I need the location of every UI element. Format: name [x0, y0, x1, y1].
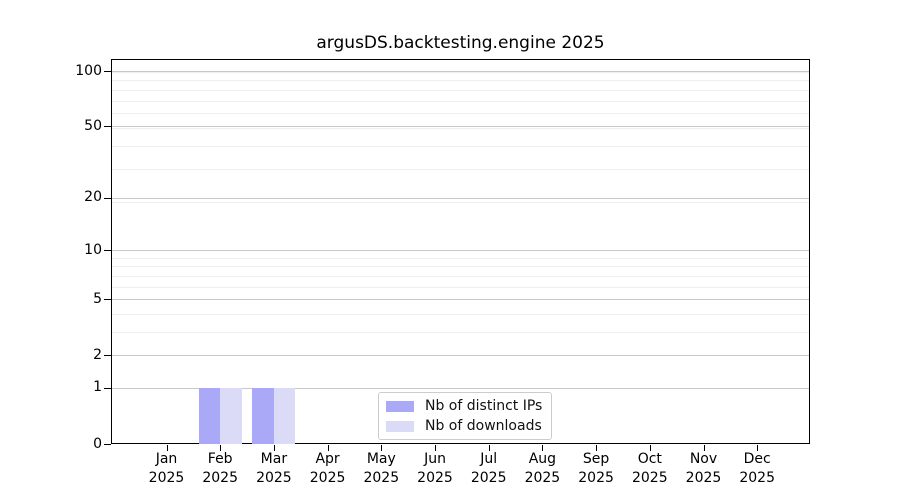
x-tick-mark: [327, 445, 329, 451]
chart-title: argusDS.backtesting.engine 2025: [316, 33, 605, 53]
y-tick-mark: [104, 299, 111, 301]
gridline-major: [112, 197, 809, 199]
x-tick-label: Aug 2025: [524, 451, 561, 486]
y-tick-mark: [104, 250, 111, 252]
gridline-major: [112, 250, 809, 252]
y-tick-mark: [104, 387, 111, 389]
y-tick-label: 2: [93, 346, 102, 363]
x-tick-mark: [166, 445, 168, 451]
x-tick-mark: [542, 445, 544, 451]
y-tick-mark: [104, 355, 111, 357]
gridline-minor: [112, 201, 809, 203]
x-tick-mark: [381, 445, 383, 451]
gridline-minor: [112, 89, 809, 91]
y-tick-label: 20: [84, 189, 102, 206]
gridline-minor: [112, 113, 809, 115]
gridline-major: [112, 387, 809, 389]
gridline-major: [112, 355, 809, 357]
x-tick-mark: [435, 445, 436, 451]
x-tick-mark: [488, 445, 490, 451]
gridline-minor: [112, 266, 809, 268]
x-tick-label: Dec 2025: [739, 451, 775, 486]
legend: Nb of distinct IPs Nb of downloads: [378, 392, 553, 440]
y-tick-mark: [104, 126, 111, 128]
x-tick-mark: [220, 445, 222, 451]
gridline-minor: [112, 71, 809, 73]
gridline-minor: [112, 331, 809, 333]
legend-swatch-distinct-ips: [386, 400, 414, 412]
x-tick-mark: [703, 445, 705, 451]
x-tick-label: Jul 2025: [470, 451, 507, 486]
y-tick-label: 5: [93, 290, 102, 307]
x-tick-label: Mar 2025: [256, 451, 292, 486]
gridline-minor: [112, 100, 809, 102]
y-tick-label: 100: [75, 62, 102, 79]
gridline-major: [112, 299, 809, 301]
legend-item-downloads: Nb of downloads: [386, 418, 542, 434]
gridline-major: [112, 71, 809, 72]
y-tick-label: 0: [93, 435, 102, 452]
bar-downloads: [273, 387, 296, 444]
gridline-minor: [112, 145, 809, 147]
gridline-major: [112, 126, 809, 128]
x-tick-mark: [596, 445, 598, 451]
gridline-minor: [112, 313, 809, 315]
gridline-minor: [112, 80, 809, 82]
plot-area: [111, 59, 810, 444]
gridline-minor: [112, 275, 809, 277]
x-tick-mark: [757, 445, 759, 451]
y-tick-mark: [104, 444, 111, 445]
x-tick-label: Oct 2025: [631, 451, 668, 486]
y-tick-mark: [104, 71, 111, 72]
bar-downloads: [220, 387, 242, 444]
x-tick-mark: [273, 445, 275, 451]
x-tick-label: Sep 2025: [578, 451, 614, 486]
x-tick-label: Feb 2025: [202, 451, 238, 486]
bar-distinct-ips: [252, 387, 274, 444]
legend-label-distinct-ips: Nb of distinct IPs: [425, 398, 543, 414]
y-tick-mark: [104, 197, 111, 199]
y-tick-label: 1: [93, 379, 102, 396]
legend-label-downloads: Nb of downloads: [425, 418, 542, 434]
gridline-minor: [112, 286, 809, 288]
gridline-minor: [112, 169, 809, 171]
gridline-minor: [112, 127, 809, 129]
x-tick-label: Jun 2025: [417, 451, 453, 486]
legend-item-distinct-ips: Nb of distinct IPs: [386, 398, 542, 414]
x-tick-label: May 2025: [363, 451, 400, 486]
x-tick-label: Nov 2025: [685, 451, 722, 486]
y-tick-label: 10: [84, 241, 102, 258]
x-tick-label: Apr 2025: [309, 451, 346, 486]
bar-distinct-ips: [198, 387, 221, 444]
legend-swatch-downloads: [386, 420, 414, 432]
y-tick-label: 50: [84, 117, 102, 134]
x-tick-mark: [649, 445, 651, 451]
x-tick-label: Jan 2025: [148, 451, 185, 486]
gridline-minor: [112, 257, 809, 259]
